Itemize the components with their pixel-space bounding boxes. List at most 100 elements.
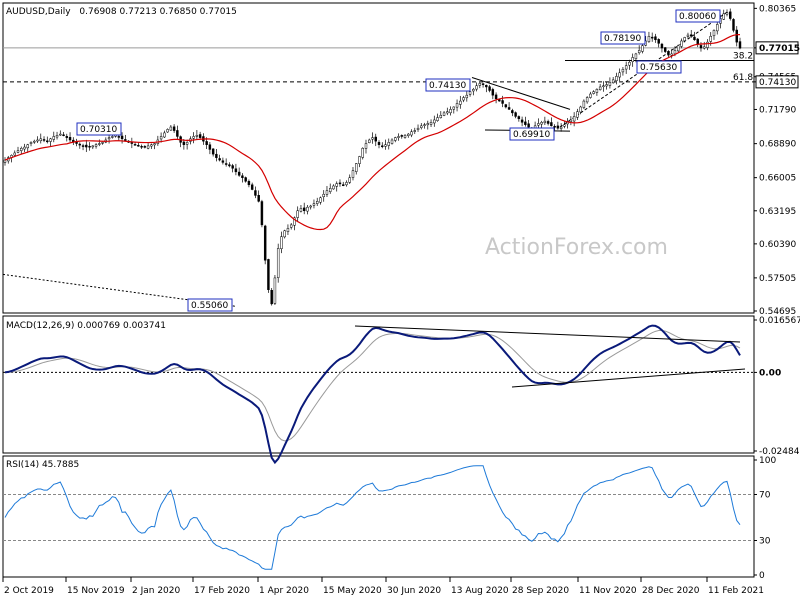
candle-up xyxy=(397,136,400,138)
price-y-label: 0.74130 xyxy=(759,78,796,88)
candle-up xyxy=(309,205,312,208)
candle-down xyxy=(377,142,381,145)
candle-up xyxy=(452,106,456,110)
fib-38-2-label: 38.2 xyxy=(733,52,753,62)
annotation-text: 0.55060 xyxy=(191,301,228,311)
annotation-box xyxy=(675,9,721,23)
annotation-box xyxy=(509,127,555,141)
candle-up xyxy=(319,197,322,203)
candle-down xyxy=(133,144,137,146)
candle-up xyxy=(328,188,332,192)
candle-up xyxy=(465,94,469,99)
candle-down xyxy=(663,47,667,52)
candle-up xyxy=(468,91,472,95)
candle-down xyxy=(215,153,218,158)
candle-up xyxy=(478,83,482,86)
candle-up xyxy=(585,97,589,103)
candle-up xyxy=(605,84,608,87)
candle-down xyxy=(667,51,670,56)
candle-up xyxy=(293,217,296,226)
candle-up xyxy=(413,130,417,132)
candle-up xyxy=(403,135,407,138)
candle-up xyxy=(569,119,573,122)
candle-up xyxy=(276,248,280,278)
x-axis-label: 28 Dec 2020 xyxy=(642,586,700,596)
candle-down xyxy=(176,130,179,137)
watermark: ActionForex.com xyxy=(485,235,668,260)
candle-up xyxy=(579,106,582,113)
candle-up xyxy=(595,89,599,93)
candle-down xyxy=(198,134,202,138)
price-annotation: 0.74130 xyxy=(425,78,471,92)
candle-down xyxy=(234,168,238,173)
candle-up xyxy=(351,170,355,178)
candle-down xyxy=(338,182,342,185)
rsi-y-label: 70 xyxy=(759,491,771,501)
annotation-text: 0.75630 xyxy=(640,63,677,73)
price-y-label: 0.54695 xyxy=(759,307,796,317)
candle-down xyxy=(182,141,186,145)
candle-down xyxy=(657,39,660,44)
price-annotation: 0.78190 xyxy=(600,31,646,45)
candle-up xyxy=(576,111,579,118)
price-annotation: 0.55060 xyxy=(187,298,233,312)
candle-up xyxy=(13,152,16,156)
candle-up xyxy=(146,145,150,149)
rsi-line xyxy=(4,465,741,570)
candle-up xyxy=(355,163,358,172)
candle-down xyxy=(507,107,511,110)
candle-up xyxy=(410,131,413,136)
candle-up xyxy=(709,35,712,42)
candle-down xyxy=(120,135,124,140)
candle-up xyxy=(416,127,420,130)
candle-up xyxy=(602,85,605,88)
price-y-label: 0.60390 xyxy=(759,240,796,250)
candle-up xyxy=(364,143,368,149)
candle-up xyxy=(641,45,644,52)
candle-up xyxy=(315,201,319,204)
candle-up xyxy=(407,133,410,136)
candle-up xyxy=(387,142,390,146)
candle-up xyxy=(322,193,325,198)
candle-up xyxy=(26,144,29,149)
candle-up xyxy=(615,76,618,81)
price-y-label: 0.57505 xyxy=(759,274,796,284)
x-axis-label: 15 May 2020 xyxy=(323,586,382,596)
price-y-label: 0.63195 xyxy=(759,207,796,217)
annotation-box xyxy=(76,122,122,136)
candle-down xyxy=(517,116,521,120)
level-price-box xyxy=(755,75,799,89)
candle-down xyxy=(520,119,524,123)
candle-down xyxy=(218,158,221,161)
candle-down xyxy=(237,171,241,176)
candle-down xyxy=(46,140,49,143)
candle-up xyxy=(55,135,59,138)
candle-down xyxy=(553,126,556,128)
price-y-label: 0.71790 xyxy=(759,105,796,115)
rsi-title: RSI(14) 45.7885 xyxy=(6,460,79,470)
candle-up xyxy=(611,79,615,84)
candle-up xyxy=(423,124,426,126)
candle-up xyxy=(361,147,364,158)
candle-up xyxy=(637,50,641,54)
candle-down xyxy=(267,259,270,290)
candle-down xyxy=(689,34,693,37)
annotation-box xyxy=(600,31,646,45)
price-annotation: 0.75630 xyxy=(636,60,682,74)
candle-down xyxy=(735,29,738,43)
candle-down xyxy=(221,160,225,163)
price-annotation: 0.80060 xyxy=(675,9,721,23)
annotation-text: 0.78190 xyxy=(604,34,641,44)
candle-up xyxy=(589,93,592,98)
macd-line xyxy=(4,324,741,465)
candle-down xyxy=(228,164,231,167)
annotation-box xyxy=(187,298,233,312)
candle-down xyxy=(556,125,560,129)
candle-down xyxy=(263,225,267,261)
x-axis-label: 11 Feb 2021 xyxy=(708,586,764,596)
candle-down xyxy=(65,136,69,138)
candle-up xyxy=(192,136,195,139)
x-axis-label: 1 Apr 2020 xyxy=(259,586,309,596)
candle-up xyxy=(563,124,566,127)
candle-up xyxy=(420,125,423,128)
